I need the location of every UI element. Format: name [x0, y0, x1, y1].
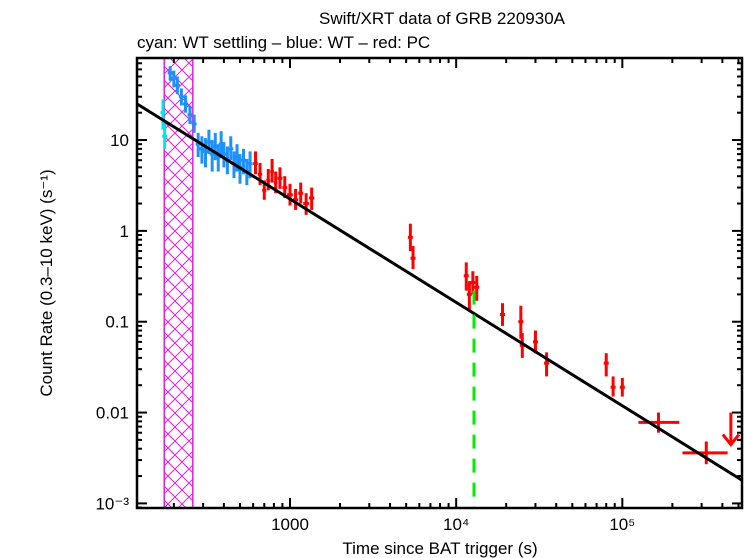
fit-line — [136, 102, 743, 482]
plot-area: 1000 10⁴ 10⁵ 10 1 0.1 0.01 10⁻³ — [95, 56, 744, 534]
y-tick-label: 0.1 — [105, 313, 129, 332]
chart-title: Swift/XRT data of GRB 220930A — [319, 9, 566, 28]
y-tick-label: 10⁻³ — [95, 494, 129, 513]
y-tick-label: 10 — [110, 131, 129, 150]
plot-frame — [135, 56, 744, 510]
y-tick-label: 1 — [120, 222, 129, 241]
chart-subtitle: cyan: WT settling – blue: WT – red: PC — [137, 33, 430, 52]
upper-limit-arrowhead — [721, 433, 741, 447]
x-tick-label: 10⁴ — [443, 515, 469, 534]
x-axis-label: Time since BAT trigger (s) — [342, 539, 537, 558]
x-tick-label: 1000 — [271, 515, 309, 534]
x-tick-label: 10⁵ — [609, 515, 635, 534]
y-tick-label: 0.01 — [96, 404, 129, 423]
y-axis-label: Count Rate (0.3–10 keV) (s⁻¹) — [37, 169, 56, 396]
excluded-region — [163, 57, 194, 509]
